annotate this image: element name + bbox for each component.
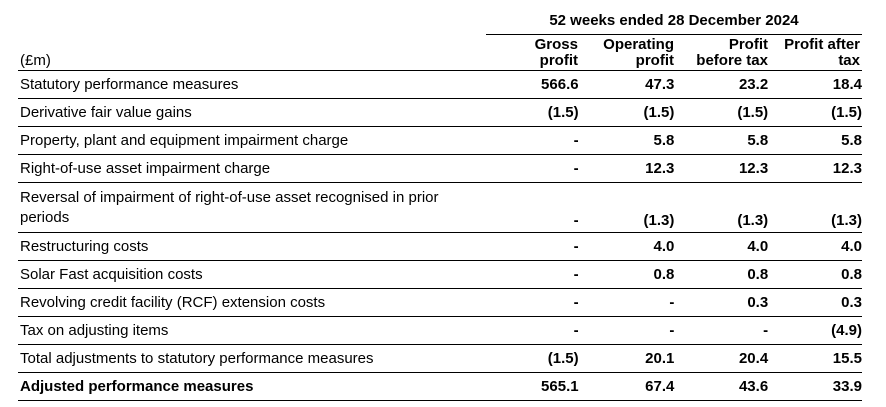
col-header-gross-profit: Gross profit	[486, 37, 578, 69]
row-label: Reversal of impairment of right-of-use a…	[18, 182, 485, 233]
cell-profit-after-tax: 33.9	[768, 372, 862, 401]
period-rule	[486, 34, 862, 35]
cell-gross-profit: (1.5)	[484, 344, 579, 373]
cell-gross-profit: 565.1	[484, 372, 579, 401]
table-row: Total adjustments to statutory performan…	[18, 344, 862, 373]
row-label: Solar Fast acquisition costs	[18, 260, 485, 289]
cell-operating-profit: (1.3)	[578, 182, 675, 233]
cell-profit-before-tax: (1.5)	[674, 98, 769, 127]
row-label: Restructuring costs	[18, 232, 485, 261]
table-row: Property, plant and equipment impairment…	[18, 126, 862, 155]
col-header-line2: profit	[635, 52, 674, 69]
adjustments-table: Statutory performance measures 566.6 47.…	[18, 71, 862, 401]
cell-gross-profit: -	[484, 288, 579, 317]
table-row: Reversal of impairment of right-of-use a…	[18, 182, 862, 233]
table-row: Derivative fair value gains (1.5) (1.5) …	[18, 98, 862, 127]
col-header-profit-after-tax: Profit after tax	[766, 37, 860, 69]
cell-gross-profit: 566.6	[484, 71, 579, 99]
cell-operating-profit: 20.1	[578, 344, 675, 373]
cell-gross-profit: -	[484, 316, 579, 345]
table-row: Tax on adjusting items - - - (4.9)	[18, 316, 862, 345]
row-label: Statutory performance measures	[18, 71, 485, 99]
table-row: Restructuring costs - 4.0 4.0 4.0	[18, 232, 862, 261]
cell-profit-before-tax: 0.3	[674, 288, 769, 317]
cell-operating-profit: (1.5)	[578, 98, 675, 127]
col-header-line1: Operating	[603, 36, 674, 53]
row-label: Adjusted performance measures	[18, 372, 485, 401]
table-row: Solar Fast acquisition costs - 0.8 0.8 0…	[18, 260, 862, 289]
table-row: Right-of-use asset impairment charge - 1…	[18, 154, 862, 183]
cell-operating-profit: 4.0	[578, 232, 675, 261]
cell-profit-before-tax: 43.6	[674, 372, 769, 401]
cell-operating-profit: 5.8	[578, 126, 675, 155]
unit-label: (£m)	[20, 52, 51, 69]
cell-operating-profit: 0.8	[578, 260, 675, 289]
col-header-line2: before tax	[696, 52, 768, 69]
cell-profit-after-tax: (1.3)	[768, 182, 862, 233]
period-heading: 52 weeks ended 28 December 2024	[549, 12, 799, 29]
table-row: Revolving credit facility (RCF) extensio…	[18, 288, 862, 317]
row-label: Property, plant and equipment impairment…	[18, 126, 485, 155]
col-header-line1: Profit	[728, 36, 768, 53]
table-row-adjusted-total: Adjusted performance measures 565.1 67.4…	[18, 372, 862, 401]
cell-gross-profit: -	[484, 154, 579, 183]
cell-profit-after-tax: 0.3	[768, 288, 862, 317]
col-header-operating-profit: Operating profit	[580, 37, 674, 69]
cell-profit-after-tax: 0.8	[768, 260, 862, 289]
cell-operating-profit: 47.3	[578, 71, 675, 99]
row-label: Revolving credit facility (RCF) extensio…	[18, 288, 485, 317]
cell-profit-before-tax: 12.3	[674, 154, 769, 183]
table-row: Statutory performance measures 566.6 47.…	[18, 71, 862, 99]
col-header-profit-before-tax: Profit before tax	[676, 37, 768, 69]
row-label: Right-of-use asset impairment charge	[18, 154, 485, 183]
cell-gross-profit: (1.5)	[484, 98, 579, 127]
col-header-line1: Profit after	[784, 36, 860, 53]
cell-profit-after-tax: 18.4	[768, 71, 862, 99]
cell-gross-profit: -	[484, 182, 579, 233]
cell-profit-after-tax: (4.9)	[768, 316, 862, 345]
cell-profit-after-tax: (1.5)	[768, 98, 862, 127]
cell-profit-before-tax: -	[674, 316, 769, 345]
cell-operating-profit: 12.3	[578, 154, 675, 183]
cell-profit-before-tax: 20.4	[674, 344, 769, 373]
cell-profit-before-tax: (1.3)	[674, 182, 769, 233]
cell-gross-profit: -	[484, 126, 579, 155]
col-header-line2: profit	[539, 52, 578, 69]
cell-operating-profit: -	[578, 288, 675, 317]
row-label: Total adjustments to statutory performan…	[18, 344, 485, 373]
cell-profit-after-tax: 15.5	[768, 344, 862, 373]
cell-gross-profit: -	[484, 260, 579, 289]
cell-profit-before-tax: 0.8	[674, 260, 769, 289]
header-rule	[18, 70, 862, 71]
cell-profit-after-tax: 12.3	[768, 154, 862, 183]
col-header-line2: tax	[838, 52, 860, 69]
cell-operating-profit: -	[578, 316, 675, 345]
col-header-line1: Gross	[534, 36, 578, 53]
row-label: Tax on adjusting items	[18, 316, 485, 345]
cell-profit-before-tax: 23.2	[674, 71, 769, 99]
row-label: Derivative fair value gains	[18, 98, 485, 127]
cell-profit-after-tax: 5.8	[768, 126, 862, 155]
cell-gross-profit: -	[484, 232, 579, 261]
cell-profit-after-tax: 4.0	[768, 232, 862, 261]
cell-profit-before-tax: 5.8	[674, 126, 769, 155]
cell-profit-before-tax: 4.0	[674, 232, 769, 261]
cell-operating-profit: 67.4	[578, 372, 675, 401]
